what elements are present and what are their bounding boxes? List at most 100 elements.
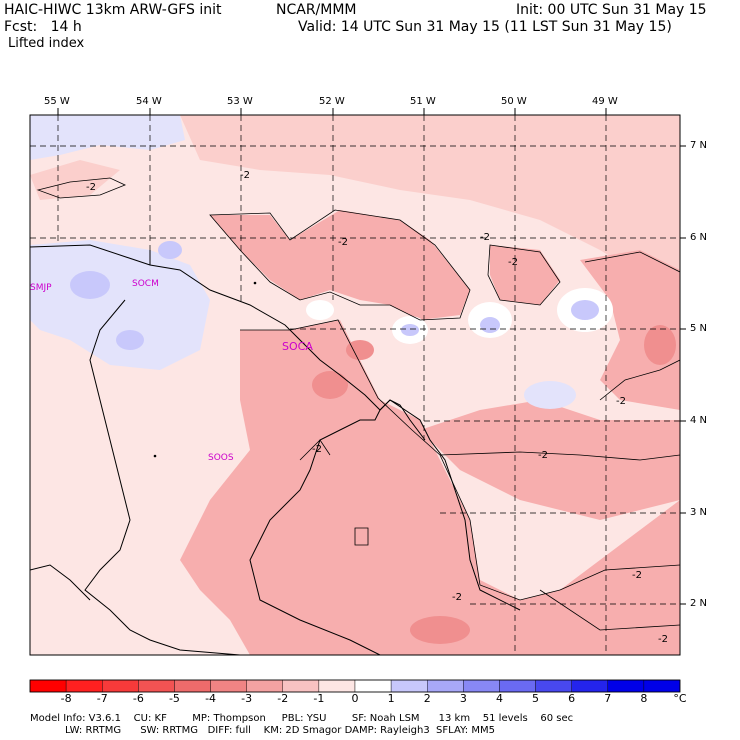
blue-area-west xyxy=(30,240,210,370)
map-fill-layer xyxy=(30,115,680,655)
contour-label: -2 xyxy=(338,237,348,248)
model-title: HAIC-HIWC 13km ARW-GFS init xyxy=(4,2,222,18)
contour-line xyxy=(240,319,680,461)
blue-cell-3 xyxy=(158,241,182,259)
colorbar-label: 3 xyxy=(459,692,467,705)
lon-label: 52 W xyxy=(319,96,345,107)
lat-label: 6 N xyxy=(690,232,708,243)
contour-label: -2 xyxy=(480,232,490,243)
init-time: Init: 00 UTC Sun 31 May 15 xyxy=(516,2,707,18)
colorbar-cell xyxy=(138,679,175,693)
colorbar-label: 4 xyxy=(495,692,503,705)
colorbar-label: 0 xyxy=(351,692,359,705)
colorbar-cell xyxy=(607,679,645,693)
contour-label: -2 xyxy=(508,257,518,268)
coastline xyxy=(30,244,521,611)
blue-cell-4 xyxy=(524,381,576,409)
borders xyxy=(30,244,521,655)
colorbar-cell xyxy=(427,679,464,693)
axis-ticks xyxy=(57,108,686,605)
station-label-smjp: SMJP xyxy=(30,283,52,293)
map-frame xyxy=(29,114,681,656)
colorbar-cell xyxy=(246,679,283,693)
graticule xyxy=(30,115,680,655)
lat-label: 3 N xyxy=(690,507,708,518)
colorbar-cell xyxy=(282,679,320,693)
contour-line xyxy=(539,589,680,631)
contour-line xyxy=(36,177,127,199)
station-dot xyxy=(153,454,157,458)
field-name: Lifted index xyxy=(8,36,85,51)
contour-line xyxy=(599,359,680,401)
contour-label-layer: -2 -2 -2 -2 -2 -2 -2 -2 -2 -2 -2 xyxy=(86,170,668,645)
contour-label: -2 xyxy=(86,182,96,193)
lat-label: 7 N xyxy=(690,140,708,151)
colorbar-cell xyxy=(571,679,608,693)
colorbar-label: -8 xyxy=(60,692,72,705)
lat-label: 4 N xyxy=(690,415,708,426)
lat-label: 5 N xyxy=(690,323,708,334)
pink-area-east xyxy=(580,250,680,410)
border-line xyxy=(30,564,91,601)
colorbar-label: 7 xyxy=(604,692,612,705)
colorbar-cell xyxy=(65,679,103,693)
dark-pink-cell-4 xyxy=(410,616,470,644)
contour-line xyxy=(584,251,680,273)
colorbar-cell xyxy=(535,679,572,693)
colorbar-cell xyxy=(354,679,392,693)
pink-area-northwest xyxy=(30,160,120,200)
colorbar-label: -7 xyxy=(96,692,108,705)
colorbar-label: -6 xyxy=(132,692,144,705)
colorbar-label: 8 xyxy=(640,692,648,705)
pink-area-north xyxy=(180,115,680,300)
colorbar-cells xyxy=(29,679,681,693)
lon-label: 53 W xyxy=(227,96,253,107)
station-label-soca: SOCA xyxy=(282,340,313,353)
colorbar-cell xyxy=(390,679,428,693)
colorbar-label: 2 xyxy=(423,692,431,705)
blue-cell-1 xyxy=(70,271,110,299)
pink-area-interior xyxy=(180,320,680,655)
pink-area-east-central xyxy=(420,400,680,520)
colorbar-cell xyxy=(174,679,211,693)
station-label-soos: SOOS xyxy=(208,453,234,463)
colorbar-label: -3 xyxy=(241,692,253,705)
colorbar-label: -4 xyxy=(205,692,217,705)
colorbar-cell xyxy=(29,679,67,693)
pink-cell-east-1 xyxy=(490,245,560,305)
lat-label: 2 N xyxy=(690,598,708,609)
station-dot xyxy=(253,281,257,285)
colorbar-frame xyxy=(29,679,681,693)
dark-pink-cell-1 xyxy=(312,371,348,399)
contour-label: -2 xyxy=(312,444,322,455)
white-cell-1 xyxy=(306,300,334,320)
colorbar-cell xyxy=(210,679,247,693)
blue-cell-7 xyxy=(401,324,419,336)
contour-line xyxy=(354,527,369,546)
forecast-hour: Fcst: 14 h xyxy=(4,19,82,35)
contour-label: -2 xyxy=(538,450,548,461)
lon-label: 54 W xyxy=(136,96,162,107)
station-markers xyxy=(153,281,257,458)
colorbar-label: 6 xyxy=(568,692,576,705)
lon-label: 50 W xyxy=(501,96,527,107)
contour-line xyxy=(487,244,561,306)
colorbar-cell xyxy=(463,679,500,693)
model-info-line-1: Model Info: V3.6.1 CU: KF MP: Thompson P… xyxy=(30,713,574,724)
station-label-socm: SOCM xyxy=(132,279,159,289)
colorbar-label: 5 xyxy=(532,692,540,705)
colorbar-label: -5 xyxy=(168,692,180,705)
colorbar-label: -1 xyxy=(313,692,325,705)
blue-area-northwest xyxy=(30,115,185,160)
contour-lines xyxy=(36,177,680,631)
blue-cell-5 xyxy=(571,300,599,320)
colorbar-cell xyxy=(318,679,356,693)
dark-pink-cell-3 xyxy=(644,325,676,365)
colorbar-cell xyxy=(643,679,681,693)
contour-line xyxy=(439,454,680,601)
blue-cell-2 xyxy=(116,330,144,350)
border-line xyxy=(84,299,241,655)
colorbar-label: 1 xyxy=(387,692,395,705)
contour-line xyxy=(209,209,471,321)
